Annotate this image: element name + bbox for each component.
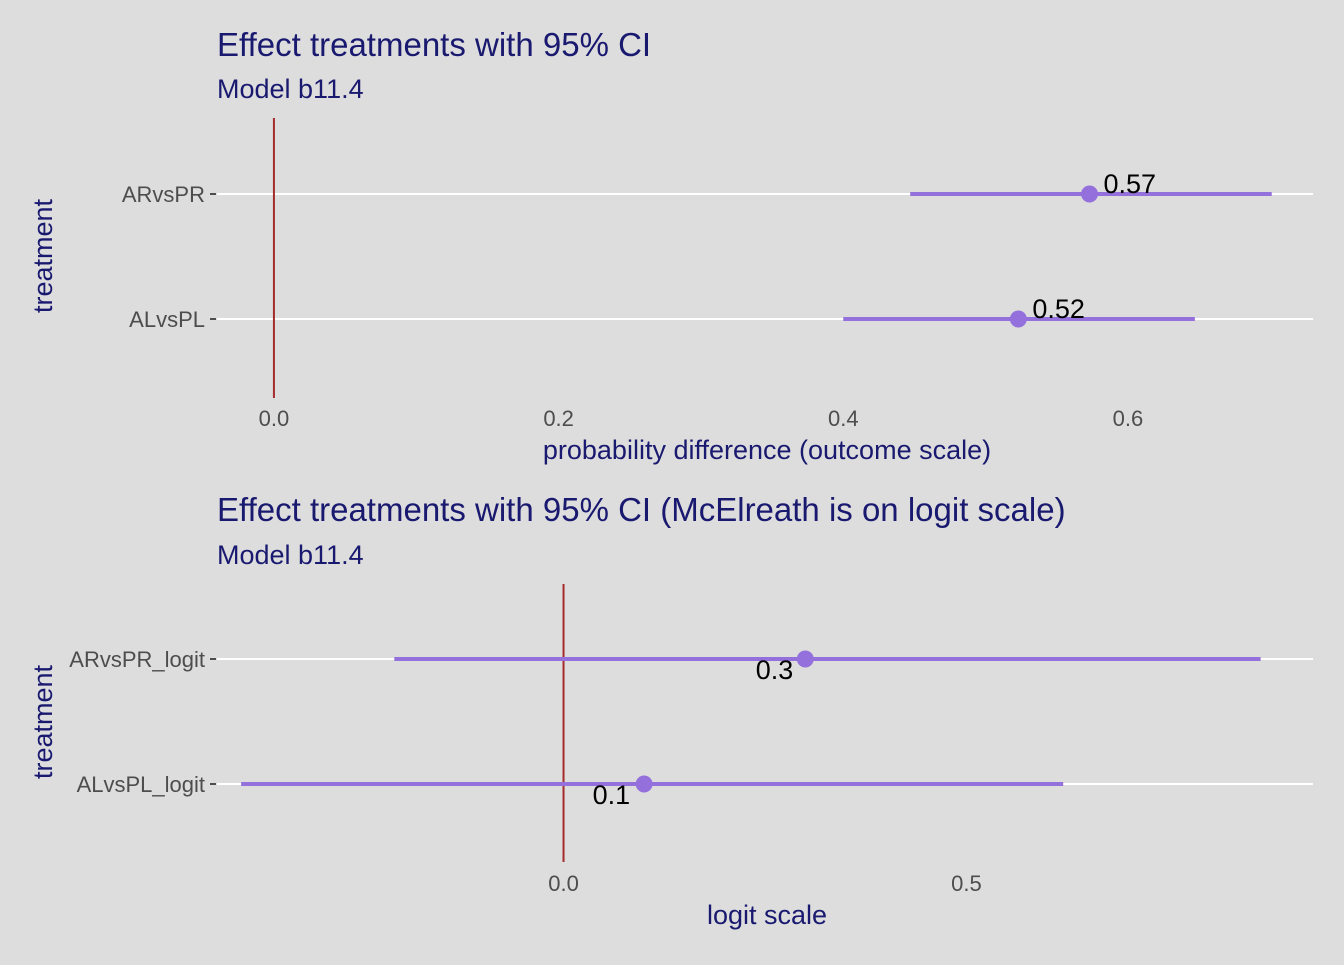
data-label: 0.57 — [1104, 169, 1157, 199]
panel-subtitle: Model b11.4 — [217, 540, 364, 570]
y-axis-title: treatment — [28, 664, 58, 779]
panel-logit: Effect treatments with 95% CI (McElreath… — [28, 491, 1313, 930]
y-tick-label: ALvsPL_logit — [77, 772, 205, 797]
x-tick-label: 0.0 — [259, 406, 290, 431]
plot-area: ARvsPR_logit ALvsPL_logit 0.0 0.5 0.3 0.1 — [69, 584, 1313, 896]
point-estimate — [635, 775, 653, 793]
point-estimate — [1009, 310, 1027, 328]
plot-area: ARvsPR ALvsPL 0.0 0.2 0.4 0.6 0.57 0.52 — [122, 118, 1313, 431]
panel-probability: Effect treatments with 95% CI Model b11.… — [28, 26, 1313, 465]
y-tick-label: ARvsPR_logit — [69, 647, 205, 672]
x-tick-label: 0.6 — [1113, 406, 1144, 431]
x-tick-label: 0.5 — [951, 871, 982, 896]
x-axis-title: logit scale — [707, 900, 827, 930]
point-estimate — [1081, 185, 1099, 203]
x-tick-label: 0.2 — [543, 406, 574, 431]
y-tick-label: ALvsPL — [129, 307, 205, 332]
x-tick-label: 0.4 — [828, 406, 859, 431]
point-estimate — [796, 650, 814, 668]
y-axis-title: treatment — [28, 198, 58, 313]
panel-title: Effect treatments with 95% CI (McElreath… — [217, 491, 1066, 528]
data-label: 0.1 — [593, 780, 631, 810]
data-label: 0.52 — [1032, 294, 1085, 324]
y-tick-label: ARvsPR — [122, 182, 205, 207]
panel-subtitle: Model b11.4 — [217, 74, 364, 104]
x-tick-label: 0.0 — [548, 871, 579, 896]
x-axis-title: probability difference (outcome scale) — [543, 435, 991, 465]
data-label: 0.3 — [756, 655, 794, 685]
panel-title: Effect treatments with 95% CI — [217, 26, 651, 63]
